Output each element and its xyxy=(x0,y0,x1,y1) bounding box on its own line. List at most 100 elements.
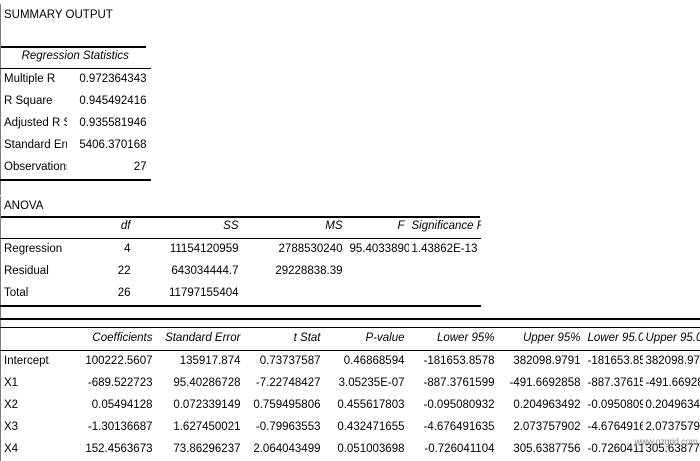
summary-output-title: SUMMARY OUTPUT xyxy=(0,4,146,26)
anova-ss-regression: 11154120959 xyxy=(135,239,243,262)
regression-statistics-table: Regression Statistics Multiple R 0.97236… xyxy=(0,46,151,195)
anova-df-total: 26 xyxy=(79,283,135,306)
coef-pvalue-intercept: 0.46868594 xyxy=(325,351,409,374)
stat-value-standard-error: 5406.370168 xyxy=(67,135,151,157)
coef-label-x4: X4 xyxy=(1,439,73,461)
coef-se-x1: 95.40286728 xyxy=(157,373,245,395)
coef-label-x2: X2 xyxy=(1,395,73,417)
stat-value-multiple-r: 0.972364343 xyxy=(67,69,151,92)
coef-value-intercept: 100222.5607 xyxy=(73,351,157,374)
coef-upper95-x2: 0.204963492 xyxy=(499,395,585,417)
anova-sig-regression: 1.43862E-13 xyxy=(409,239,481,262)
table-row: Observations 27 xyxy=(1,157,151,180)
coef-upper95-0-x2: 0.204963492 xyxy=(643,395,700,417)
coef-se-x2: 0.072339149 xyxy=(157,395,245,417)
table-row: Regression 4 11154120959 2788530240 95.4… xyxy=(1,239,481,262)
coefficients-rule-right xyxy=(643,319,700,328)
table-row: R Square 0.945492416 xyxy=(1,91,151,113)
coef-lower95-0-intercept: -181653.8578 xyxy=(585,351,643,374)
coefficients-rule-left xyxy=(1,319,643,328)
anova-ss-total: 11797155404 xyxy=(135,283,243,306)
coef-lower95-0-x3: -4.676491635 xyxy=(585,417,643,439)
summary-output-underline xyxy=(0,26,146,48)
anova-sig-total xyxy=(409,283,481,306)
anova-table: df SS MS F Significance F Regression 4 1… xyxy=(0,216,481,323)
coef-upper95-0-x3: 2.073757902 xyxy=(643,417,700,439)
anova-f-residual xyxy=(347,261,409,283)
anova-header-row: df SS MS F Significance F xyxy=(1,216,481,239)
coef-upper95-x1: -491.6692858 xyxy=(499,373,585,395)
table-row: Intercept 100222.5607 135917.874 0.73737… xyxy=(1,351,700,374)
coef-lower95-x3: -4.676491635 xyxy=(409,417,499,439)
stat-label-r-square: R Square xyxy=(1,91,67,113)
coef-upper95-x3: 2.073757902 xyxy=(499,417,585,439)
anova-label-residual: Residual xyxy=(1,261,79,283)
regression-statistics-header-row: Regression Statistics xyxy=(1,46,151,69)
anova-header-blank xyxy=(1,216,79,239)
anova-ms-regression: 2788530240 xyxy=(243,239,347,262)
stat-value-observations: 27 xyxy=(67,157,151,180)
table-row: X4 152.4563673 73.86296237 2.064043499 0… xyxy=(1,439,700,461)
coefficients-table: Coefficients Standard Error t Stat P-val… xyxy=(0,318,700,461)
table-row: X2 0.05494128 0.072339149 0.759495806 0.… xyxy=(1,395,700,417)
coef-tstat-x3: -0.79963553 xyxy=(245,417,325,439)
coef-se-intercept: 135917.874 xyxy=(157,351,245,374)
coef-value-x2: 0.05494128 xyxy=(73,395,157,417)
anova-df-residual: 22 xyxy=(79,261,135,283)
coef-value-x4: 152.4563673 xyxy=(73,439,157,461)
coef-pvalue-x3: 0.432471655 xyxy=(325,417,409,439)
anova-label-total: Total xyxy=(1,283,79,306)
coef-pvalue-x2: 0.455617803 xyxy=(325,395,409,417)
coef-upper95-x4: 305.6387756 xyxy=(499,439,585,461)
anova-title: ANOVA xyxy=(0,196,480,218)
table-row: Residual 22 643034444.7 29228838.39 xyxy=(1,261,481,283)
coef-label-x3: X3 xyxy=(1,417,73,439)
coef-upper95-0-x4: 305.6387756 xyxy=(643,439,700,461)
coefficients-header-coefficients: Coefficients xyxy=(73,328,157,351)
regression-statistics-header: Regression Statistics xyxy=(1,46,151,69)
regression-statistics-rule-left xyxy=(1,180,67,195)
coefficients-header-row: Coefficients Standard Error t Stat P-val… xyxy=(1,328,700,351)
coef-lower95-0-x2: -0.095080932 xyxy=(585,395,643,417)
coefficients-header-p-value: P-value xyxy=(325,328,409,351)
table-row: Total 26 11797155404 xyxy=(1,283,481,306)
stat-value-adjusted-r-square: 0.935581946 xyxy=(67,113,151,135)
coef-label-intercept: Intercept xyxy=(1,351,73,374)
anova-block: ANOVA xyxy=(0,196,480,218)
coefficients-header-lower-95-0: Lower 95.0% xyxy=(585,328,643,351)
coef-tstat-x1: -7.22748427 xyxy=(245,373,325,395)
stat-label-multiple-r: Multiple R xyxy=(1,69,67,92)
anova-header-df: df xyxy=(79,216,135,239)
anova-ms-total xyxy=(243,283,347,306)
stat-label-observations: Observations xyxy=(1,157,67,180)
anova-ss-residual: 643034444.7 xyxy=(135,261,243,283)
stat-label-adjusted-r-square: Adjusted R Squ xyxy=(1,113,67,135)
coef-pvalue-x4: 0.051003698 xyxy=(325,439,409,461)
coef-label-x1: X1 xyxy=(1,373,73,395)
coef-upper95-0-x1: -491.6692858 xyxy=(643,373,700,395)
anova-label-regression: Regression xyxy=(1,239,79,262)
table-row: Standard Error 5406.370168 xyxy=(1,135,151,157)
coef-lower95-intercept: -181653.8578 xyxy=(409,351,499,374)
coefficients-header-standard-error: Standard Error xyxy=(157,328,245,351)
coefficients-header-blank xyxy=(1,328,73,351)
coefficients-header-lower-95: Lower 95% xyxy=(409,328,499,351)
coef-value-x1: -689.522723 xyxy=(73,373,157,395)
anova-f-total xyxy=(347,283,409,306)
coef-tstat-intercept: 0.73737587 xyxy=(245,351,325,374)
coef-value-x3: -1.30136687 xyxy=(73,417,157,439)
anova-header-f: F xyxy=(347,216,409,239)
coefficients-header-t-stat: t Stat xyxy=(245,328,325,351)
anova-sig-residual xyxy=(409,261,481,283)
coef-se-x4: 73.86296237 xyxy=(157,439,245,461)
anova-f-regression: 95.40338902 xyxy=(347,239,409,262)
stat-value-r-square: 0.945492416 xyxy=(67,91,151,113)
coef-tstat-x4: 2.064043499 xyxy=(245,439,325,461)
anova-df-regression: 4 xyxy=(79,239,135,262)
table-row: Multiple R 0.972364343 xyxy=(1,69,151,92)
coef-lower95-0-x4: -0.726041104 xyxy=(585,439,643,461)
coef-upper95-0-intercept: 382098.9791 xyxy=(643,351,700,374)
coefficients-top-rule xyxy=(1,319,700,328)
summary-output-block: SUMMARY OUTPUT xyxy=(0,4,146,48)
